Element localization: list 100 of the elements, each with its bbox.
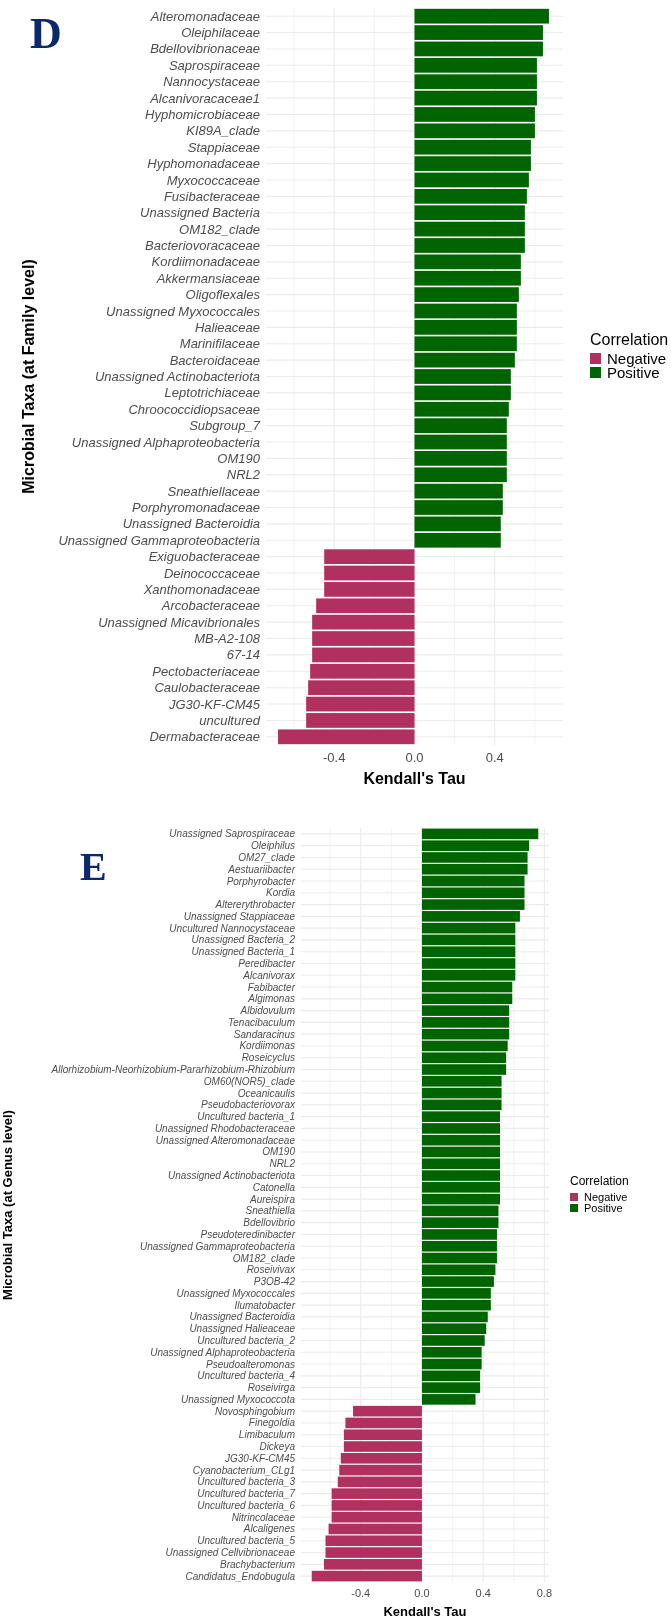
y-tick-label: Uncultured bacteria_3: [197, 1476, 296, 1488]
chart-title: E: [80, 844, 107, 889]
y-tick-label: Unassigned Actinobacteriota: [168, 1170, 296, 1182]
x-tick-label: 0.4: [475, 1587, 491, 1599]
bar: [324, 549, 415, 565]
y-tick-label: Saprospiraceae: [168, 57, 260, 73]
bar: [414, 303, 517, 319]
bar: [312, 647, 415, 663]
y-tick-label: Unassigned Micavibrionales: [98, 614, 261, 630]
y-tick-label: Pseudoteredinibacter: [200, 1228, 296, 1240]
y-tick-label: Uncultured Nannocystaceae: [169, 922, 296, 934]
y-tick-label: Unassigned Bacteroidia: [122, 516, 260, 532]
x-tick-label: 0.4: [485, 750, 504, 765]
y-tick-label: Unassigned Gammaproteobacteria: [139, 1240, 296, 1252]
y-tick-label: Sneathiella: [245, 1205, 296, 1217]
y-tick-label: Oceanicaulis: [237, 1087, 295, 1099]
y-tick-label: Algimonas: [247, 993, 295, 1005]
y-tick-label: Alcanivorax: [242, 969, 296, 981]
y-tick-label: OM27_clade: [238, 851, 296, 863]
y-tick-label: Roseicyclus: [241, 1052, 295, 1064]
y-tick-label: Roseivirga: [247, 1382, 296, 1394]
y-tick-label: Sandaracinus: [233, 1028, 295, 1040]
bar: [414, 369, 511, 384]
y-tick-label: Dermabacteraceae: [149, 729, 260, 745]
y-tick-label: P3OB-42: [253, 1276, 296, 1288]
y-tick-label: Fabibacter: [247, 981, 296, 993]
bar: [324, 565, 415, 581]
legend-label: Negative: [584, 1190, 628, 1203]
y-tick-label: Unassigned Actinobacteriota: [94, 369, 260, 385]
y-tick-label: Hyphomonadaceae: [147, 156, 260, 172]
y-tick-label: Chroococcidiopsaceae: [128, 401, 260, 417]
y-tick-label: Unassigned Bacteroidia: [189, 1311, 296, 1323]
y-axis-title: Microbial Taxa (at Family level): [20, 259, 37, 494]
y-tick-label: Unassigned Alphaproteobacteria: [150, 1346, 296, 1358]
y-tick-label: Deinococcaceae: [163, 565, 260, 581]
bar: [414, 41, 543, 57]
y-tick-label: Aestuariibacter: [227, 863, 296, 875]
y-tick-label: Bacteroidaceae: [169, 352, 260, 368]
y-tick-label: Oligoflexales: [185, 287, 261, 303]
y-tick-label: Unassigned Halieaceae: [189, 1323, 296, 1335]
y-tick-label: Kordiimonadaceae: [151, 254, 260, 270]
y-tick-label: Unassigned Alphaproteobacteria: [71, 434, 260, 450]
y-tick-label: Alcanivoracaceae1: [149, 90, 260, 106]
y-tick-label: Bacteriovoracaceae: [145, 238, 260, 254]
bar: [353, 1405, 422, 1417]
legend-title: Correlation: [590, 331, 669, 348]
y-tick-label: Pseudoalteromonas: [206, 1358, 295, 1370]
bar: [414, 221, 525, 237]
y-tick-label: Uncultured bacteria_1: [197, 1111, 295, 1123]
y-tick-label: Exiguobacteraceae: [148, 549, 260, 565]
y-tick-label: Altererythrobacter: [214, 899, 296, 911]
y-tick-label: Unassigned Alteromonadaceae: [155, 1134, 296, 1146]
y-tick-label: Oleiphilaceae: [181, 25, 260, 41]
y-tick-label: OM190: [217, 450, 261, 466]
y-tick-label: Unassigned Rhodobacteraceae: [154, 1122, 296, 1134]
y-tick-label: Uncultured bacteria_6: [197, 1499, 296, 1511]
y-tick-label: KI89A_clade: [186, 123, 260, 139]
y-tick-label: Uncultured bacteria_5: [197, 1535, 296, 1547]
y-tick-label: Xanthomonadaceae: [142, 581, 260, 597]
y-tick-label: Unassigned Gammaproteobacteria: [58, 532, 260, 548]
y-tick-label: Nannocystaceae: [163, 74, 260, 90]
bar: [414, 434, 507, 450]
y-tick-label: Stappiaceae: [187, 139, 260, 155]
y-tick-label: Albidovulum: [239, 1005, 295, 1017]
y-tick-label: MB-A2-108: [194, 631, 261, 647]
y-tick-label: Kordiimonas: [239, 1040, 295, 1052]
y-tick-label: Roseivivax: [246, 1264, 296, 1276]
y-tick-label: Cyanobacterium_CLg1: [192, 1464, 295, 1476]
y-tick-label: OM190: [262, 1146, 296, 1158]
y-tick-label: Tenacibaculum: [228, 1016, 295, 1028]
y-tick-label: Caulobacteraceae: [154, 680, 260, 696]
y-axis-title: Microbial Taxa (at Genus level): [0, 1110, 15, 1300]
y-tick-label: Allorhizobium-Neorhizobium-Pararhizobium-Rhizobium: [50, 1064, 295, 1076]
y-tick-label: Brachybacterium: [219, 1558, 295, 1570]
y-tick-label: Myxococcaceae: [166, 172, 260, 188]
y-tick-label: Uncultured bacteria_7: [197, 1488, 296, 1500]
y-tick-label: Uncultured bacteria_2: [197, 1334, 296, 1346]
y-tick-label: Bdellovibrio: [243, 1217, 296, 1229]
x-tick-label: -0.4: [323, 750, 346, 765]
y-tick-label: Sneathiellaceae: [167, 483, 260, 499]
bar: [414, 516, 501, 532]
y-tick-label: Unassigned Stappiaceae: [183, 910, 296, 922]
y-tick-label: Unassigned Bacteria_1: [191, 946, 295, 958]
y-tick-label: Pseudobacteriovorax: [201, 1099, 296, 1111]
y-tick-label: Fusibacteraceae: [163, 188, 260, 204]
x-tick-label: 0.0: [414, 1587, 430, 1599]
y-tick-label: Subgroup_7: [189, 418, 261, 434]
y-tick-label: Porphyrobacter: [226, 875, 296, 887]
y-tick-label: Unassigned Myxococcota: [181, 1393, 296, 1405]
y-tick-label: Bdellovibrionaceae: [150, 41, 260, 57]
y-tick-label: JG30-KF-CM45: [167, 696, 261, 712]
y-tick-label: Finegoldia: [248, 1417, 296, 1429]
y-tick-label: Catonella: [252, 1181, 296, 1193]
y-tick-label: NRL2: [226, 467, 261, 483]
y-tick-label: Kordia: [266, 887, 296, 899]
y-tick-label: Unassigned Cellvibrionaceae: [165, 1547, 296, 1559]
y-tick-label: OM60(NOR5)_clade: [203, 1075, 296, 1087]
y-tick-label: Nitrincolaceae: [231, 1511, 296, 1523]
y-tick-label: Halieaceae: [194, 319, 260, 335]
y-tick-label: Unassigned Myxococcales: [106, 303, 261, 319]
